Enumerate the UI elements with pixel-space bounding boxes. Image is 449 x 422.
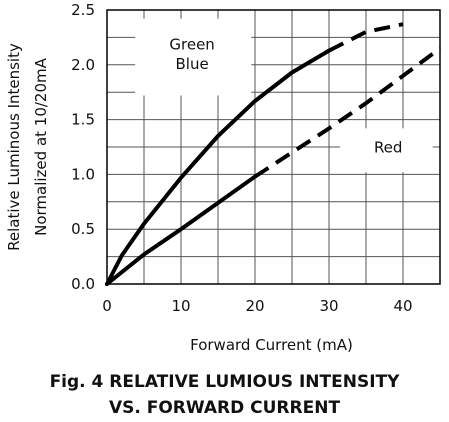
tick-labels: 0 10 20 30 40 0.0 0.5 1.0 1.5 2.0 2.5 bbox=[71, 1, 412, 315]
green-blue-label-box bbox=[135, 18, 252, 96]
x-tick-label: 20 bbox=[245, 297, 264, 315]
figure-caption-line2: VS. FORWARD CURRENT bbox=[108, 398, 341, 418]
series-line-dashed-0 bbox=[328, 22, 404, 53]
annotations: Green Blue Red bbox=[135, 18, 433, 173]
x-tick-label: 0 bbox=[102, 297, 112, 315]
annotation-label: Blue bbox=[175, 55, 208, 73]
chart: Green Blue Red 0 10 20 30 40 0.0 0.5 1.0 1.5 2.0 2.5… bbox=[5, 1, 442, 354]
y-tick-label: 2.5 bbox=[71, 1, 95, 19]
x-tick-label: 40 bbox=[393, 297, 412, 315]
y-tick-label: 1.0 bbox=[71, 165, 95, 183]
series-line-solid-1 bbox=[105, 174, 257, 286]
series-line-dashed-1 bbox=[253, 46, 442, 179]
series-layer bbox=[105, 22, 442, 286]
x-axis-label: Forward Current (mA) bbox=[190, 336, 353, 354]
y-tick-label: 2.0 bbox=[71, 56, 95, 74]
y-axis-label-line1: Relative Luminous Intensity bbox=[5, 43, 23, 251]
x-tick-label: 30 bbox=[319, 297, 338, 315]
series-line-solid-0 bbox=[105, 48, 331, 286]
red-label-box bbox=[340, 128, 433, 173]
y-axis-label-line2: Normalized at 10/20mA bbox=[32, 57, 50, 236]
y-tick-label: 0.0 bbox=[71, 275, 95, 293]
y-tick-label: 1.5 bbox=[71, 111, 95, 129]
y-tick-label: 0.5 bbox=[71, 220, 95, 238]
annotation-label: Red bbox=[374, 138, 403, 156]
x-tick-label: 10 bbox=[171, 297, 190, 315]
annotation-label: Green bbox=[169, 35, 214, 53]
figure-caption-line1: Fig. 4 RELATIVE LUMIOUS INTENSITY bbox=[49, 372, 400, 392]
plot-border bbox=[106, 9, 441, 285]
